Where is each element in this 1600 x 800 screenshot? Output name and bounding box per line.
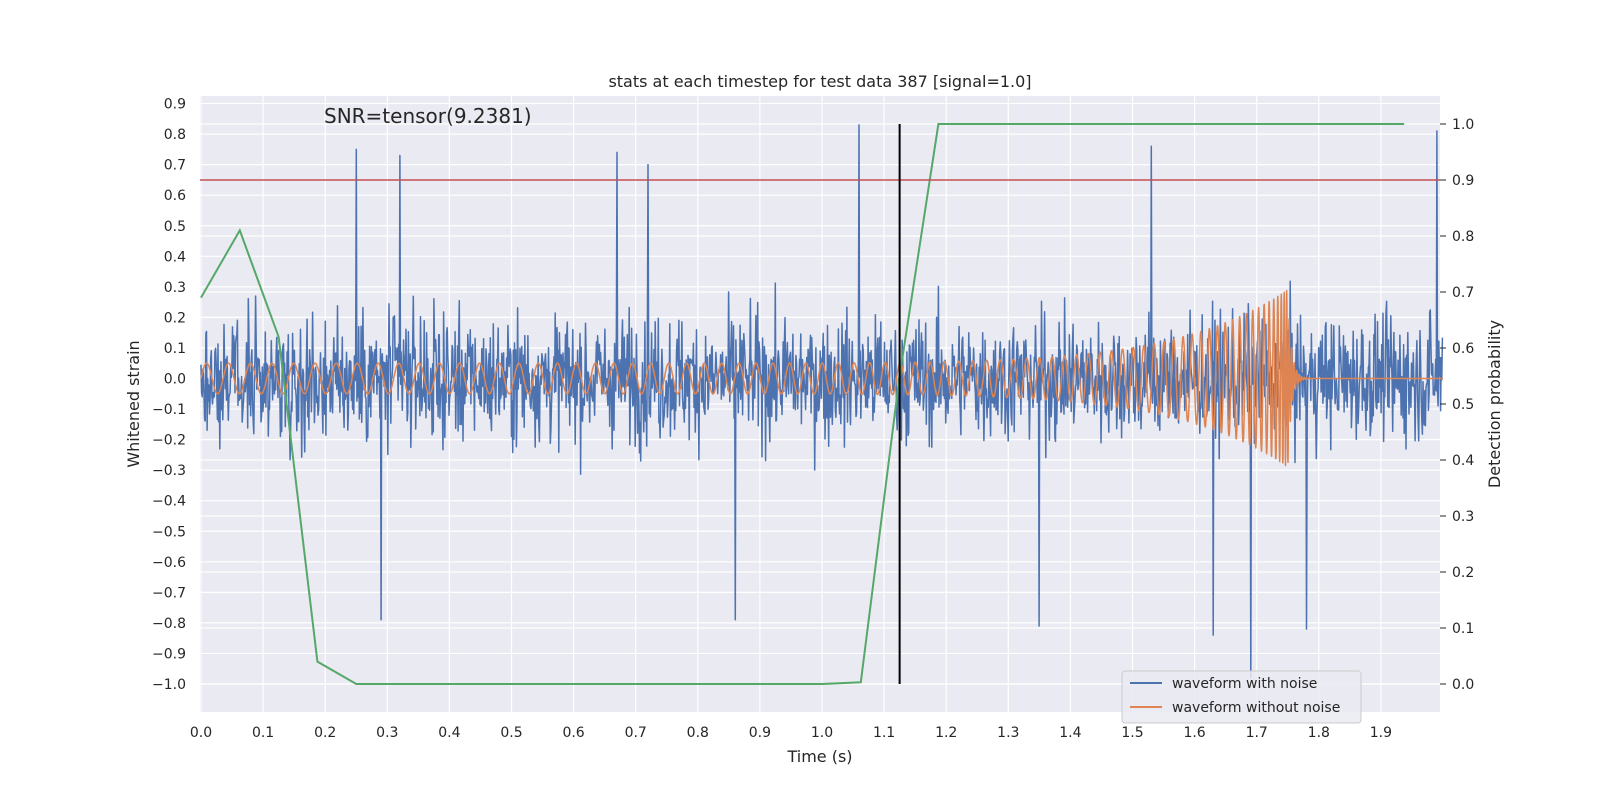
series-waveform-without-noise	[200, 289, 1444, 467]
x-tick-label: 0.0	[190, 725, 212, 741]
y2-tick-label: 0.0	[1452, 677, 1474, 693]
series-detection-probability	[200, 123, 1405, 685]
y-tick-label: −0.5	[152, 524, 186, 540]
x-tick-label: 1.5	[1121, 725, 1143, 741]
x-tick-label: 1.1	[873, 725, 895, 741]
x-axis-title: Time (s)	[786, 747, 852, 766]
x-tick-label: 1.9	[1370, 725, 1392, 741]
x-tick-label: 0.5	[500, 725, 522, 741]
y2-tick-label: 0.9	[1452, 173, 1474, 189]
legend-label-noise: waveform with noise	[1172, 676, 1317, 692]
y-tick-label: −0.6	[152, 555, 186, 571]
y2-axis-title: Detection probability	[1485, 320, 1504, 488]
y-tick-label: 0.0	[164, 372, 186, 388]
y2-tick-label: 0.5	[1452, 397, 1474, 413]
x-tick-label: 1.3	[997, 725, 1019, 741]
y-tick-label: −0.1	[152, 402, 186, 418]
y-axis-left: 0.9 0.8 0.7 0.6 0.5 0.4 0.3 0.2 0.1 0.0 −0.1 −0.2 −0…	[152, 97, 186, 693]
x-tick-label: 1.4	[1059, 725, 1081, 741]
x-tick-label: 0.4	[438, 725, 460, 741]
y2-tick-label: 0.7	[1452, 285, 1474, 301]
series-layer	[200, 123, 1444, 685]
y-tick-label: 0.8	[164, 127, 186, 143]
x-tick-label: 0.2	[314, 725, 336, 741]
y2-tick-label: 0.3	[1452, 509, 1474, 525]
x-tick-label: 0.1	[252, 725, 274, 741]
y-tick-label: −0.9	[152, 646, 186, 662]
y-tick-label: 0.4	[164, 249, 186, 265]
y-tick-label: −0.2	[152, 433, 186, 449]
x-tick-label: 1.8	[1308, 725, 1330, 741]
x-tick-label: 0.6	[562, 725, 584, 741]
y-tick-label: 0.7	[164, 158, 186, 174]
y2-tick-label: 1.0	[1452, 117, 1474, 133]
x-tick-label: 1.6	[1183, 725, 1205, 741]
chart-title: stats at each timestep for test data 387…	[608, 72, 1031, 91]
y-axis-right: 1.0 0.9 0.8 0.7 0.6 0.5 0.4 0.3 0.2 0.1 0.0	[1440, 117, 1474, 693]
y-tick-label: 0.5	[164, 219, 186, 235]
x-axis: 0.0 0.1 0.2 0.3 0.4 0.5 0.6 0.7 0.8 0.9 1.0 1.1 1.2 1…	[190, 725, 1392, 741]
y-tick-label: −0.3	[152, 463, 186, 479]
y-tick-label: 0.3	[164, 280, 186, 296]
grid	[200, 96, 1440, 712]
y-tick-label: 0.2	[164, 310, 186, 326]
y2-tick-label: 0.6	[1452, 341, 1474, 357]
y-tick-label: 0.9	[164, 97, 186, 113]
x-tick-label: 1.2	[935, 725, 957, 741]
y-axis-title: Whitened strain	[124, 340, 143, 467]
legend-label-clean: waveform without noise	[1172, 700, 1340, 716]
y2-tick-label: 0.2	[1452, 565, 1474, 581]
y2-tick-label: 0.8	[1452, 229, 1474, 245]
y-tick-label: 0.6	[164, 188, 186, 204]
y-tick-label: −1.0	[152, 677, 186, 693]
y-tick-label: −0.4	[152, 494, 186, 510]
x-tick-label: 0.9	[749, 725, 771, 741]
x-tick-label: 0.8	[687, 725, 709, 741]
legend: waveform with noise waveform without noi…	[1121, 670, 1362, 724]
legend-box	[1121, 670, 1362, 724]
x-tick-label: 1.7	[1246, 725, 1268, 741]
x-tick-label: 0.3	[376, 725, 398, 741]
snr-annotation: SNR=tensor(9.2381)	[324, 104, 532, 128]
y-tick-label: −0.7	[152, 585, 186, 601]
y-tick-label: 0.1	[164, 341, 186, 357]
x-tick-label: 0.7	[625, 725, 647, 741]
y-tick-label: −0.8	[152, 616, 186, 632]
y2-tick-label: 0.4	[1452, 453, 1474, 469]
x-tick-label: 1.0	[811, 725, 833, 741]
y2-tick-label: 0.1	[1452, 621, 1474, 637]
